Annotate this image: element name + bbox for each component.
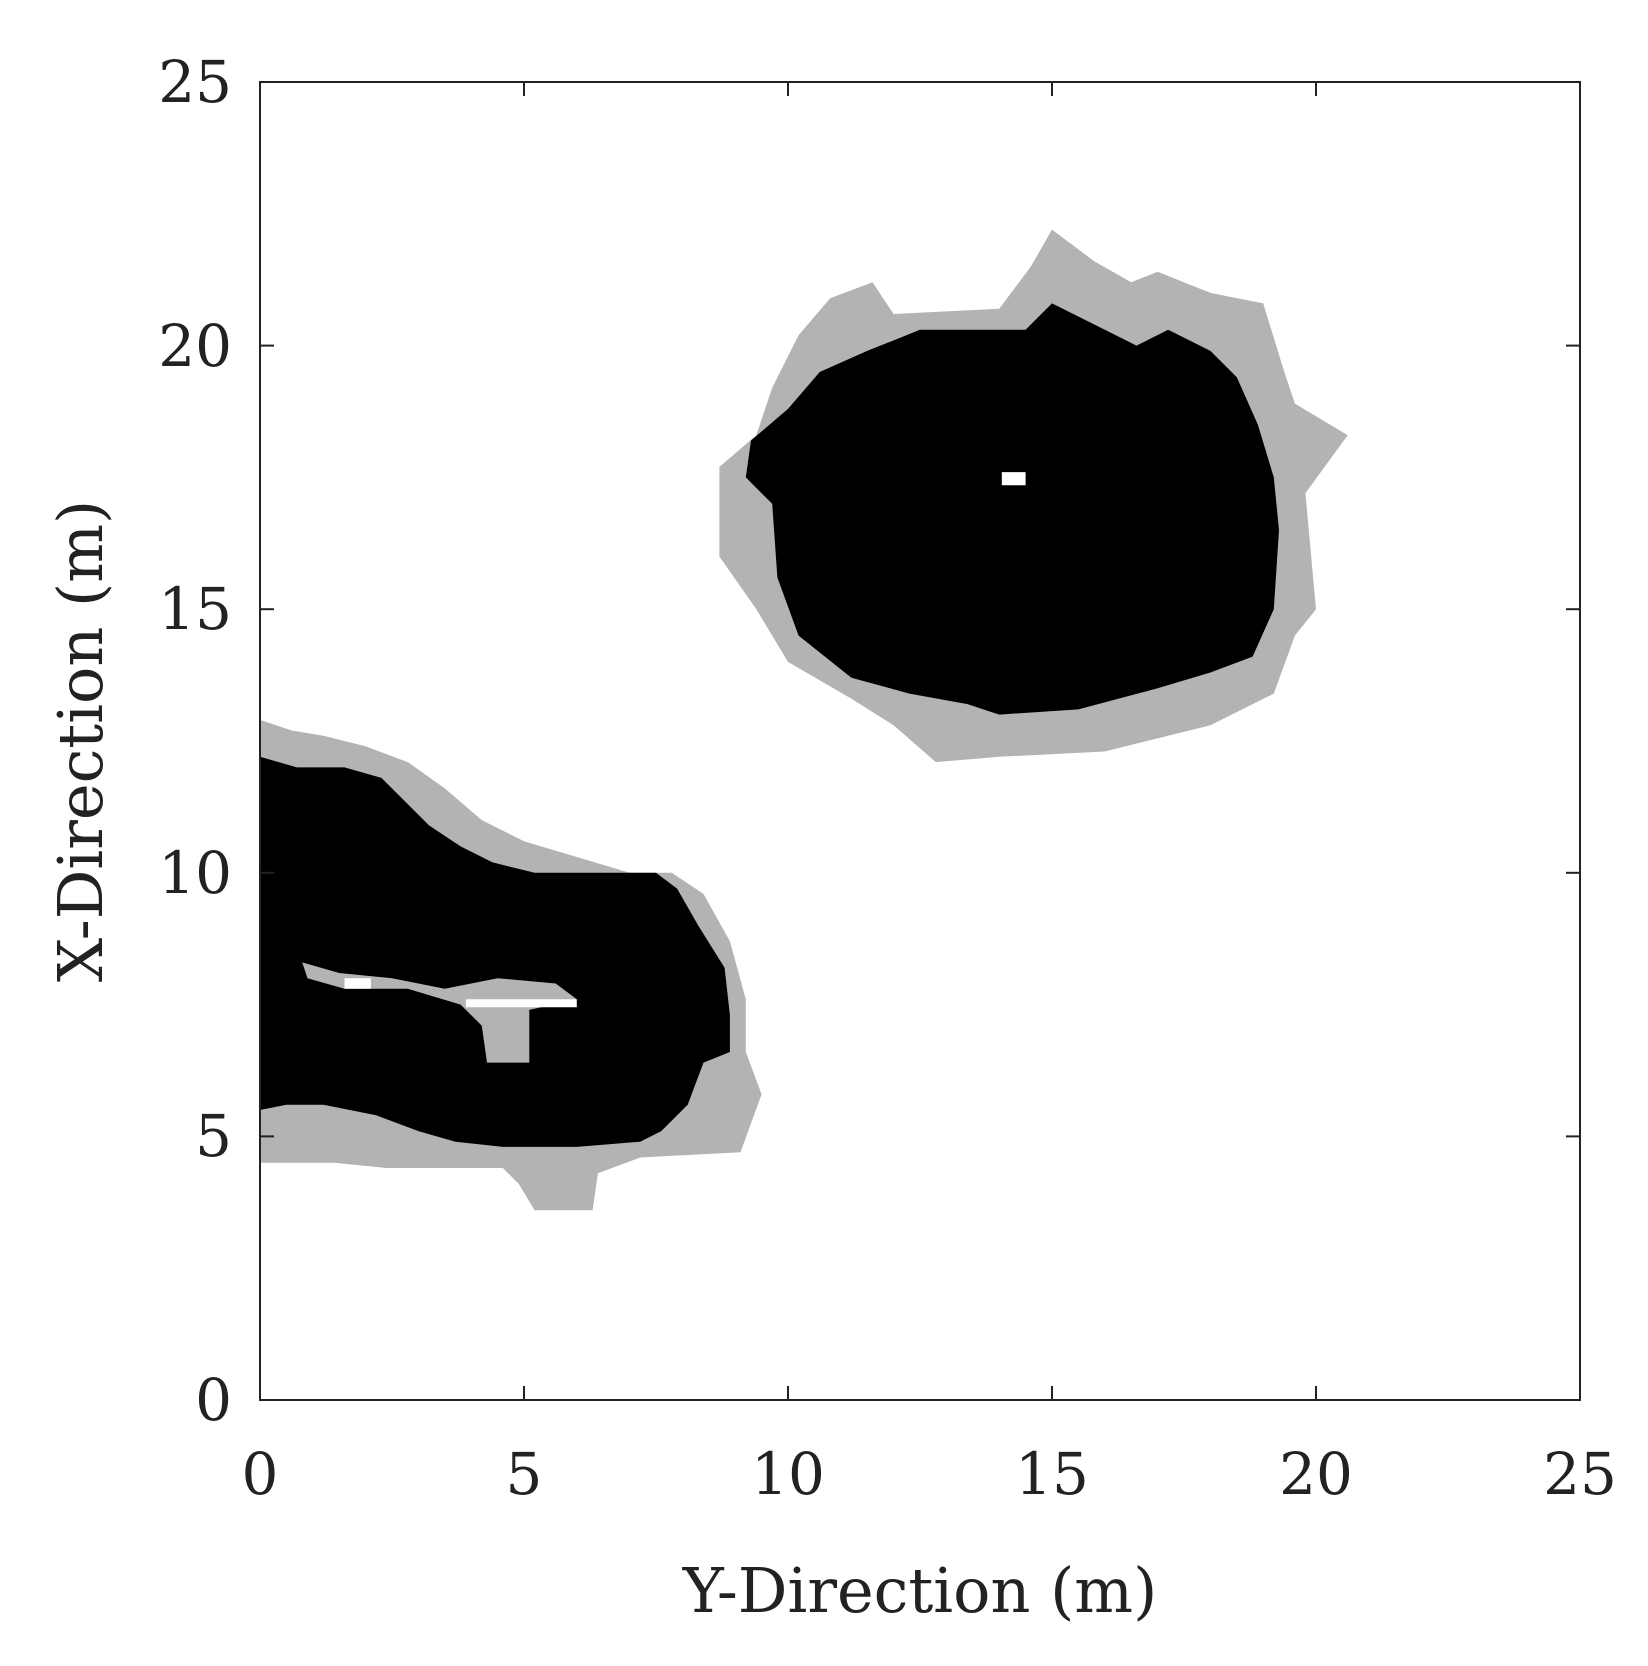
y-tick-label-0: 0	[195, 1366, 232, 1434]
grid-region-free-6	[344, 978, 371, 989]
y-tick-label-25: 25	[158, 48, 232, 116]
x-axis-title: Y-Direction (m)	[682, 1554, 1158, 1627]
x-tick-label-15: 15	[1015, 1440, 1089, 1508]
y-axis-title: X-Direction (m)	[44, 500, 117, 982]
grid-region-free-2	[1001, 472, 1026, 486]
x-tick-label-0: 0	[242, 1440, 279, 1508]
plot-area	[260, 229, 1348, 1211]
x-tick-label-25: 25	[1543, 1440, 1617, 1508]
plot-frame	[259, 81, 1581, 1401]
y-tick-label-20: 20	[158, 312, 232, 380]
grid-region-free-7	[465, 999, 577, 1008]
y-tick-label-15: 15	[158, 575, 232, 643]
grid-region-occupied-1	[745, 303, 1279, 715]
x-axis-ticks	[259, 82, 1581, 1400]
x-tick-label-10: 10	[751, 1440, 825, 1508]
x-tick-label-5: 5	[506, 1440, 543, 1508]
y-tick-label-5: 5	[195, 1102, 232, 1170]
y-axis-ticks	[260, 81, 1580, 1401]
x-tick-label-20: 20	[1279, 1440, 1353, 1508]
y-tick-label-10: 10	[158, 839, 232, 907]
grid-region-occupied-4	[260, 756, 730, 1147]
y-axis-tick-labels: 0 5 10 15 20 25	[158, 48, 232, 1434]
x-axis-tick-labels: 0 5 10 15 20 25	[242, 1440, 1617, 1508]
